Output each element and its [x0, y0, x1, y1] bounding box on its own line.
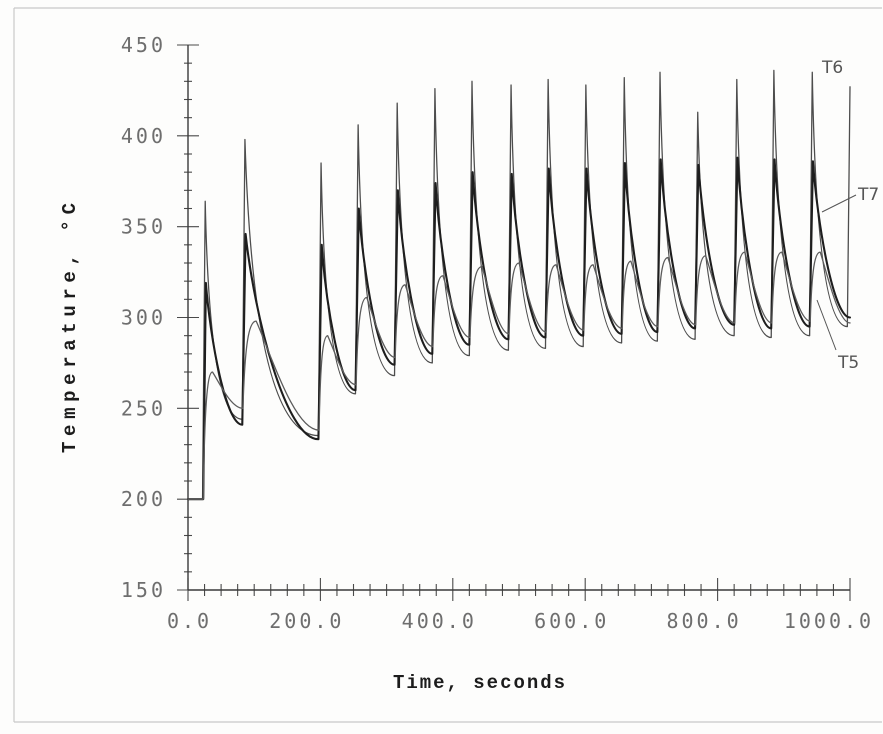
- series-lines: [186, 69, 852, 501]
- y-tick-label: 250: [121, 396, 166, 420]
- series-label-t5: T5: [837, 353, 859, 373]
- y-axis-title: Temperature, °C: [59, 203, 81, 453]
- y-tick-label: 400: [121, 124, 166, 148]
- x-axis-ticks: 0.0 200.0 400.0 600.0 800.0 1000.0: [167, 578, 874, 633]
- x-axis-title: Time, seconds: [393, 672, 565, 694]
- x-tick-label: 400.0: [402, 609, 477, 633]
- series-label-t6: T6: [821, 58, 843, 78]
- series-label-leader-t7: [821, 194, 857, 213]
- x-tick-label: 600.0: [534, 609, 609, 633]
- y-tick-label: 450: [121, 33, 166, 57]
- series-line-t5: [187, 251, 851, 500]
- x-tick-label: 800.0: [666, 609, 741, 633]
- x-tick-label: 0.0: [167, 609, 212, 633]
- series-label-t7: T7: [857, 185, 879, 205]
- series-label-leader-t5: [816, 299, 837, 351]
- y-tick-label: 200: [121, 487, 166, 511]
- y-tick-label: 300: [121, 306, 166, 330]
- series-line-t7: [186, 156, 852, 501]
- x-tick-label: 1000.0: [784, 609, 874, 633]
- y-tick-label: 350: [121, 215, 166, 239]
- series-line-t6: [187, 69, 851, 500]
- y-tick-label: 150: [121, 578, 166, 602]
- y-axis-ticks: 150 200 250 300 350 400 450: [121, 33, 199, 602]
- x-tick-label: 200.0: [269, 609, 344, 633]
